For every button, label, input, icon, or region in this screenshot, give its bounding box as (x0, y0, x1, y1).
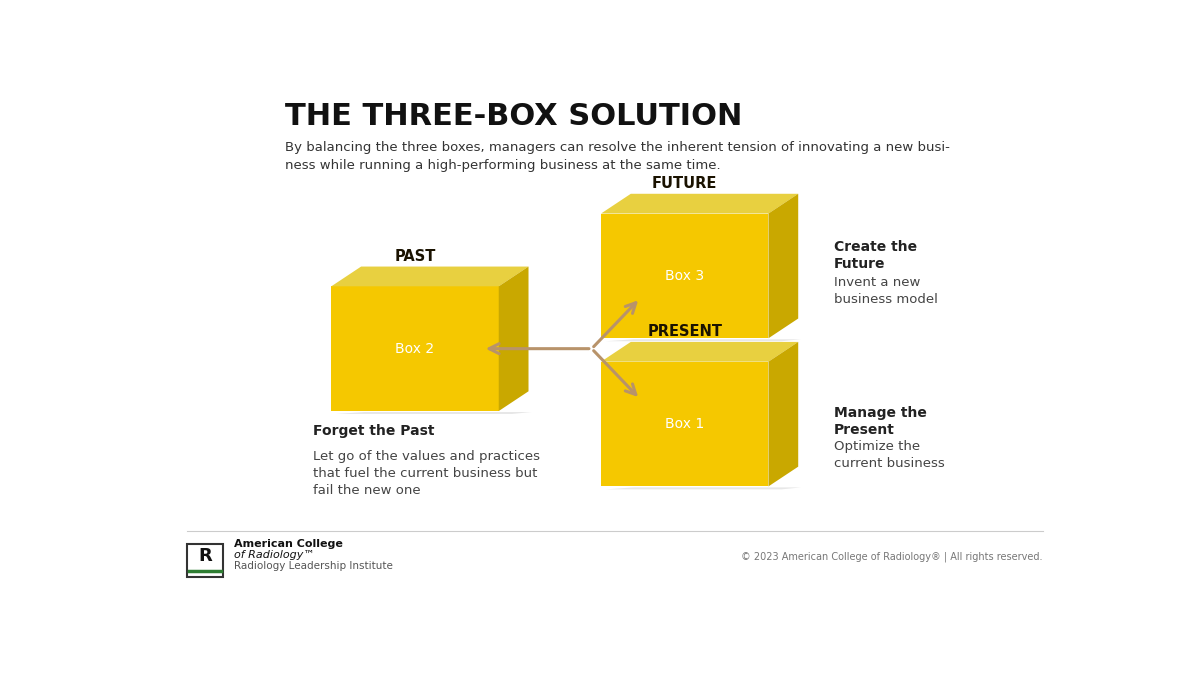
Text: PAST: PAST (395, 249, 436, 264)
Text: R: R (198, 547, 211, 566)
Text: © 2023 American College of Radiology® | All rights reserved.: © 2023 American College of Radiology® | … (742, 551, 1043, 562)
Text: FUTURE: FUTURE (652, 176, 718, 191)
Polygon shape (768, 342, 798, 487)
Polygon shape (601, 213, 768, 338)
Polygon shape (331, 267, 528, 286)
Polygon shape (336, 412, 532, 414)
Text: Radiology Leadership Institute: Radiology Leadership Institute (234, 561, 392, 571)
Polygon shape (768, 194, 798, 338)
Text: American College: American College (234, 539, 342, 549)
Polygon shape (601, 194, 798, 213)
Polygon shape (331, 286, 499, 411)
Polygon shape (606, 487, 802, 489)
Text: Box 1: Box 1 (665, 417, 704, 431)
Polygon shape (601, 342, 798, 362)
Text: THE THREE-BOX SOLUTION: THE THREE-BOX SOLUTION (284, 102, 743, 131)
Text: Box 2: Box 2 (396, 342, 434, 356)
Text: By balancing the three boxes, managers can resolve the inherent tension of innov: By balancing the three boxes, managers c… (284, 141, 949, 171)
Polygon shape (606, 340, 802, 342)
Polygon shape (601, 362, 768, 487)
Text: of Radiology™: of Radiology™ (234, 550, 314, 560)
Text: Manage the
Present: Manage the Present (834, 406, 926, 437)
Polygon shape (499, 267, 528, 411)
Text: Create the
Future: Create the Future (834, 240, 917, 271)
Text: Box 3: Box 3 (665, 269, 704, 283)
Text: PRESENT: PRESENT (647, 324, 722, 340)
Text: Forget the Past: Forget the Past (313, 424, 434, 438)
Text: Invent a new
business model: Invent a new business model (834, 276, 937, 306)
Text: Let go of the values and practices
that fuel the current business but
fail the n: Let go of the values and practices that … (313, 450, 540, 497)
FancyBboxPatch shape (187, 543, 222, 577)
Text: Optimize the
current business: Optimize the current business (834, 439, 944, 470)
